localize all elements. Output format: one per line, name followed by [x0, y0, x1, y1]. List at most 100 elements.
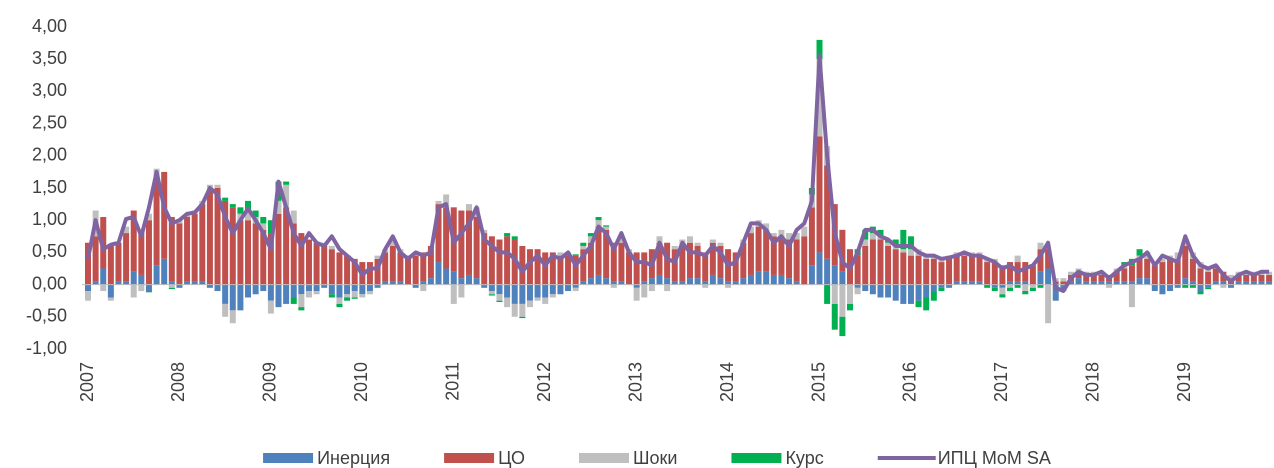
y-tick-label: 0,50: [32, 241, 67, 261]
bar: [397, 281, 404, 285]
bar: [930, 291, 937, 301]
bar: [336, 303, 343, 308]
bar: [808, 265, 815, 285]
bar: [237, 220, 244, 285]
bar: [671, 249, 678, 282]
bar: [321, 284, 328, 288]
bar: [709, 274, 716, 285]
bar: [458, 278, 465, 285]
bar: [1159, 262, 1166, 285]
bar: [85, 291, 91, 301]
bar: [747, 233, 754, 275]
bar: [351, 284, 358, 292]
bar: [344, 255, 351, 285]
bar: [740, 242, 747, 279]
bar: [1037, 242, 1044, 250]
bar: [420, 284, 427, 292]
bar: [892, 249, 899, 285]
bar: [130, 271, 137, 285]
bar: [1113, 281, 1120, 285]
bar: [298, 233, 305, 285]
bar: [656, 236, 663, 243]
bar: [504, 297, 511, 308]
bar: [496, 284, 503, 295]
bar: [466, 210, 472, 275]
legend-swatch: [444, 453, 495, 463]
bar: [168, 281, 175, 285]
bar: [778, 236, 785, 275]
bar: [572, 284, 579, 288]
bar: [1128, 284, 1135, 308]
bar: [405, 255, 412, 285]
bar: [725, 281, 732, 285]
y-tick-label: 2,00: [32, 145, 67, 165]
bar: [145, 284, 152, 292]
bar: [587, 236, 594, 243]
bar: [984, 284, 991, 288]
bar: [229, 284, 236, 311]
bar: [709, 239, 716, 243]
bar: [854, 255, 861, 285]
bar: [633, 287, 640, 301]
bar: [161, 258, 168, 285]
bar: [115, 281, 122, 285]
bar: [382, 252, 389, 282]
bar: [961, 255, 968, 282]
bar: [595, 220, 602, 227]
bar: [214, 284, 221, 292]
bar: [786, 239, 793, 279]
bar: [1037, 249, 1044, 272]
bar: [755, 271, 762, 285]
bar: [816, 252, 823, 285]
y-tick-label: 1,00: [32, 209, 67, 229]
bar: [770, 236, 777, 275]
legend-label: Шоки: [633, 448, 677, 468]
bar: [595, 216, 602, 221]
bar: [191, 281, 198, 285]
bar: [641, 252, 648, 282]
bar: [252, 284, 259, 295]
bar: [466, 274, 472, 285]
bar: [351, 297, 358, 299]
bar: [107, 245, 114, 285]
bar: [953, 281, 960, 285]
bar: [839, 229, 846, 272]
bar: [389, 245, 396, 282]
bar: [1022, 281, 1029, 285]
bar: [222, 197, 229, 201]
bar: [1128, 265, 1135, 282]
bar: [831, 265, 838, 285]
bar: [519, 284, 526, 304]
bar: [488, 294, 495, 296]
bar: [1144, 255, 1151, 259]
bar: [526, 284, 533, 301]
bar: [892, 239, 899, 246]
bar: [123, 226, 130, 234]
bar: [747, 226, 754, 234]
bar: [222, 303, 229, 317]
bar: [435, 200, 442, 205]
bar: [1090, 281, 1097, 285]
bar: [245, 220, 252, 285]
bar: [1258, 281, 1265, 285]
bar: [283, 207, 290, 285]
bar: [245, 210, 252, 221]
bar: [283, 184, 290, 208]
bar: [572, 255, 579, 285]
bar: [900, 229, 907, 250]
x-tick-label: 2012: [534, 362, 554, 402]
bar: [816, 39, 823, 60]
bar: [991, 284, 998, 288]
bar: [648, 278, 655, 285]
bar: [915, 255, 922, 285]
bar: [618, 242, 625, 282]
bar: [1121, 268, 1128, 282]
bar: [511, 303, 518, 317]
bar: [92, 236, 99, 282]
bar: [1014, 284, 1021, 288]
bar: [1045, 284, 1052, 324]
bar: [618, 236, 625, 243]
bar: [115, 242, 122, 282]
bar: [1083, 281, 1090, 285]
bar: [831, 303, 838, 330]
